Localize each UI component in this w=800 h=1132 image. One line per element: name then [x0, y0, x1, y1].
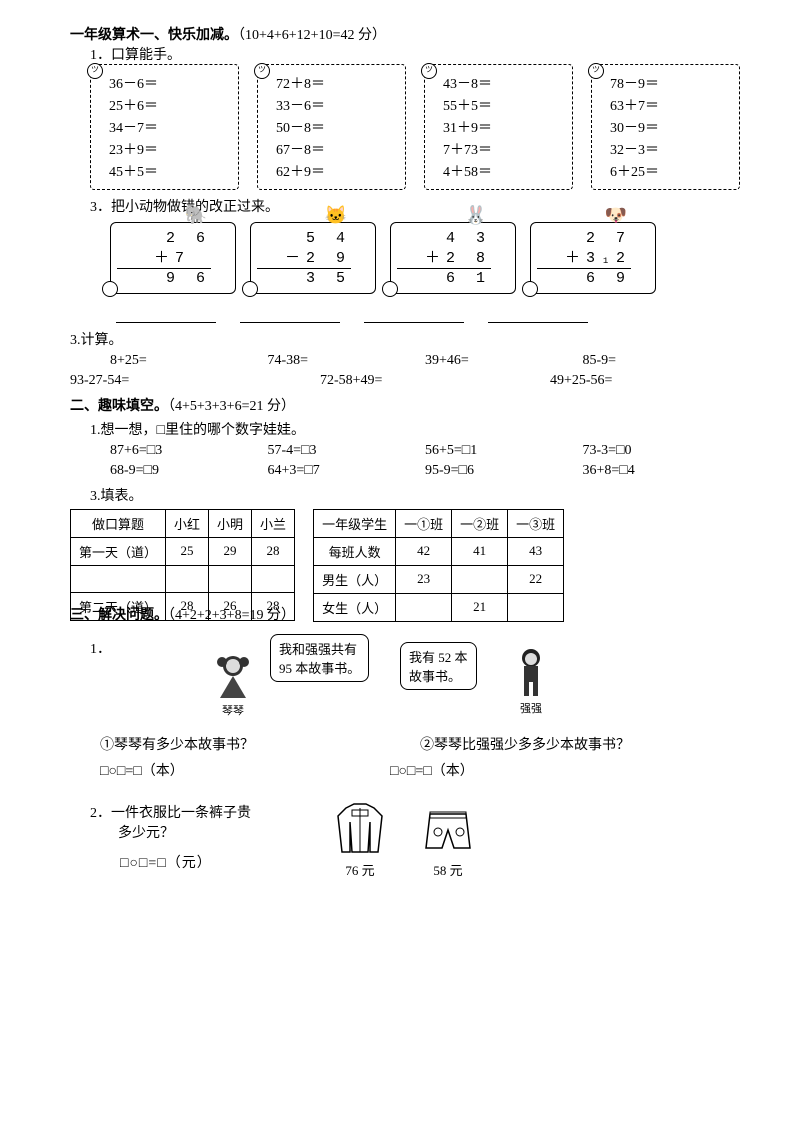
face-icon: ツ — [254, 63, 270, 79]
box-1: ツ 36－6＝ 25＋6＝ 34－7＝ 23＋9＝ 45＋5＝ — [90, 64, 239, 190]
story-problem-1: 1． 琴琴 我和强强共有 95 本故事书。 我有 52 本 故事书。 强强 — [90, 634, 740, 730]
face-icon: ツ — [87, 63, 103, 79]
title: 一年级算术一、快乐加减。 — [70, 28, 238, 43]
jacket-icon: 76 元 — [330, 802, 390, 879]
points: （10+4+6+12+10=42 分） — [238, 28, 386, 43]
cat-icon: 🐱 — [325, 205, 347, 227]
correction-blanks — [116, 308, 740, 323]
face-icon: ツ — [588, 63, 604, 79]
q3b-title: 3.计算。 — [70, 329, 740, 349]
p1-questions: ①琴琴有多少本故事书？ ②琴琴比强强少多多少本故事书？ — [100, 734, 740, 754]
clothes-icons: 76 元 58 元 — [330, 802, 476, 879]
box-3: ツ 43－8＝ 55＋5＝ 31＋9＝ 7＋73＝ 4＋58＝ — [424, 64, 573, 190]
girl-icon: 琴琴 — [210, 652, 256, 718]
calc-4: 🐶 2 7 ＋3₁2 6 9 — [530, 222, 656, 294]
speech-1: 我和强强共有 95 本故事书。 — [270, 634, 369, 682]
calc-2: 🐱 5 4 －2 9 3 5 — [250, 222, 376, 294]
calc-row-1: 8+25= 74-38= 39+46= 85-9= — [110, 353, 740, 369]
section-1-header: 一年级算术一、快乐加减。（10+4+6+12+10=42 分） — [70, 24, 740, 44]
calc-3: 🐰 4 3 ＋2 8 6 1 — [390, 222, 516, 294]
box-2: ツ 72＋8＝ 33－6＝ 50－8＝ 67－8＝ 62＋9＝ — [257, 64, 406, 190]
q2-1-title: 1.想一想，□里住的哪个数字娃娃。 — [90, 419, 740, 439]
fill-row-2: 68-9=□9 64+3=□7 95-9=□6 36+8=□4 — [110, 463, 740, 479]
speech-2: 我有 52 本 故事书。 — [400, 642, 477, 690]
story-problem-2: 2．一件衣服比一条裤子贵 多少元？ □○□=□（元） 76 元 58 元 — [70, 802, 740, 879]
section-2-header: 二、趣味填空。（4+5+3+3+6=21 分） — [70, 395, 740, 415]
rabbit-icon: 🐰 — [465, 205, 487, 227]
mental-math-boxes: ツ 36－6＝ 25＋6＝ 34－7＝ 23＋9＝ 45＋5＝ ツ 72＋8＝ … — [90, 64, 740, 190]
face-icon: ツ — [421, 63, 437, 79]
section-3-header: 三、解决问题。（4+2+2+3+8=19 分） — [70, 604, 740, 624]
calc-1: 🐘 2 6 ＋7 9 6 — [110, 222, 236, 294]
p1-number: 1． — [90, 638, 111, 658]
calc-row-2: 93-27-54= 72-58+49= 49+25-56= — [70, 373, 740, 389]
p1-equations: □○□=□（本） □○□=□（本） — [100, 760, 740, 780]
q2-3-title: 3.填表。 — [90, 485, 740, 505]
fill-row-1: 87+6=□3 57-4=□3 56+5=□1 73-3=□0 — [110, 443, 740, 459]
shorts-icon: 58 元 — [420, 808, 476, 879]
q1-title: 1．口算能手。 — [90, 44, 740, 64]
dog-icon: 🐶 — [605, 205, 627, 227]
boy-icon: 强强 — [510, 646, 552, 716]
box-4: ツ 78－9＝ 63＋7＝ 30－9＝ 32－3＝ 6＋25＝ — [591, 64, 740, 190]
elephant-icon: 🐘 — [185, 205, 207, 227]
vertical-calc-row: 🐘 2 6 ＋7 9 6 🐱 5 4 －2 9 3 5 🐰 4 3 ＋2 8 6… — [110, 222, 740, 294]
